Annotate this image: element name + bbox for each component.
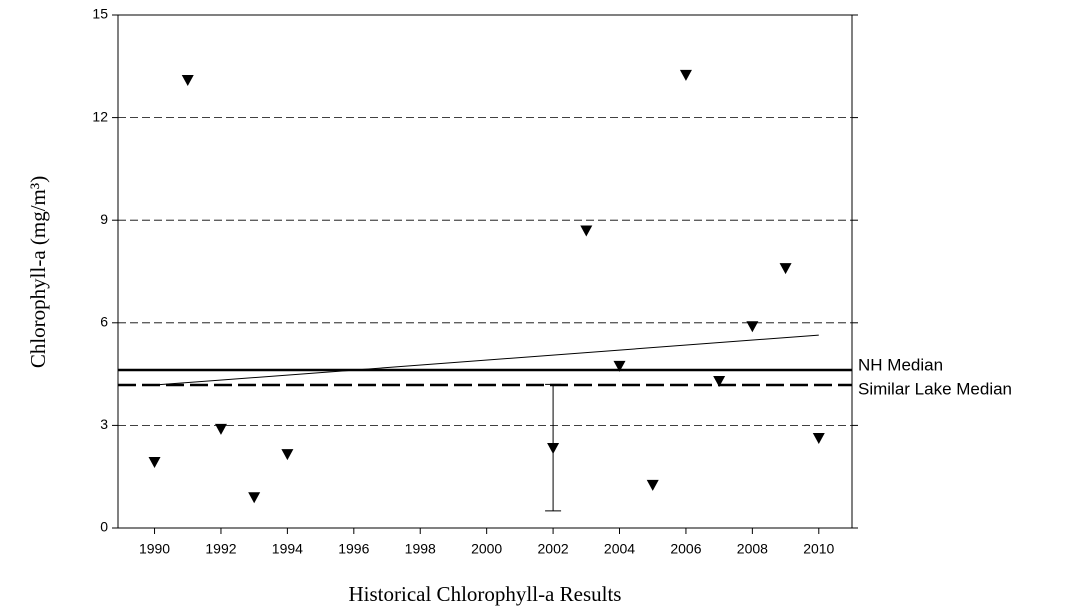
marker xyxy=(746,321,759,333)
x-tick-label: 1998 xyxy=(405,541,436,557)
x-tick-label: 2004 xyxy=(604,541,635,557)
x-tick-label: 2008 xyxy=(737,541,768,557)
x-axis-label: Historical Chlorophyll-a Results xyxy=(349,582,622,606)
x-tick-label: 1996 xyxy=(338,541,369,557)
marker xyxy=(281,449,294,461)
marker xyxy=(679,69,692,81)
y-axis-label: Chlorophyll-a (mg/m³) xyxy=(26,176,50,368)
x-tick-label: 2010 xyxy=(803,541,834,557)
marker xyxy=(812,433,825,445)
x-tick-label: 2000 xyxy=(471,541,502,557)
x-tick-label: 1992 xyxy=(205,541,236,557)
y-tick-label: 15 xyxy=(92,6,108,22)
y-tick-label: 12 xyxy=(92,108,108,124)
x-tick-label: 1990 xyxy=(139,541,170,557)
marker xyxy=(181,74,194,86)
x-tick-label: 2002 xyxy=(538,541,569,557)
marker xyxy=(580,225,593,237)
marker xyxy=(148,456,161,468)
reference-label: Similar Lake Median xyxy=(858,380,1012,399)
marker xyxy=(646,479,659,491)
y-tick-label: 3 xyxy=(100,416,108,432)
marker xyxy=(779,263,792,275)
y-tick-label: 9 xyxy=(100,211,108,227)
y-tick-label: 0 xyxy=(100,519,108,535)
marker xyxy=(248,492,261,504)
trend-line xyxy=(154,334,819,386)
marker xyxy=(214,423,227,435)
reference-label: NH Median xyxy=(858,355,943,374)
x-tick-label: 2006 xyxy=(670,541,701,557)
marker xyxy=(547,442,560,454)
y-tick-label: 6 xyxy=(100,314,108,330)
plot-frame xyxy=(117,14,853,529)
marker xyxy=(713,375,726,387)
x-tick-label: 1994 xyxy=(272,541,303,557)
marker xyxy=(613,360,626,372)
